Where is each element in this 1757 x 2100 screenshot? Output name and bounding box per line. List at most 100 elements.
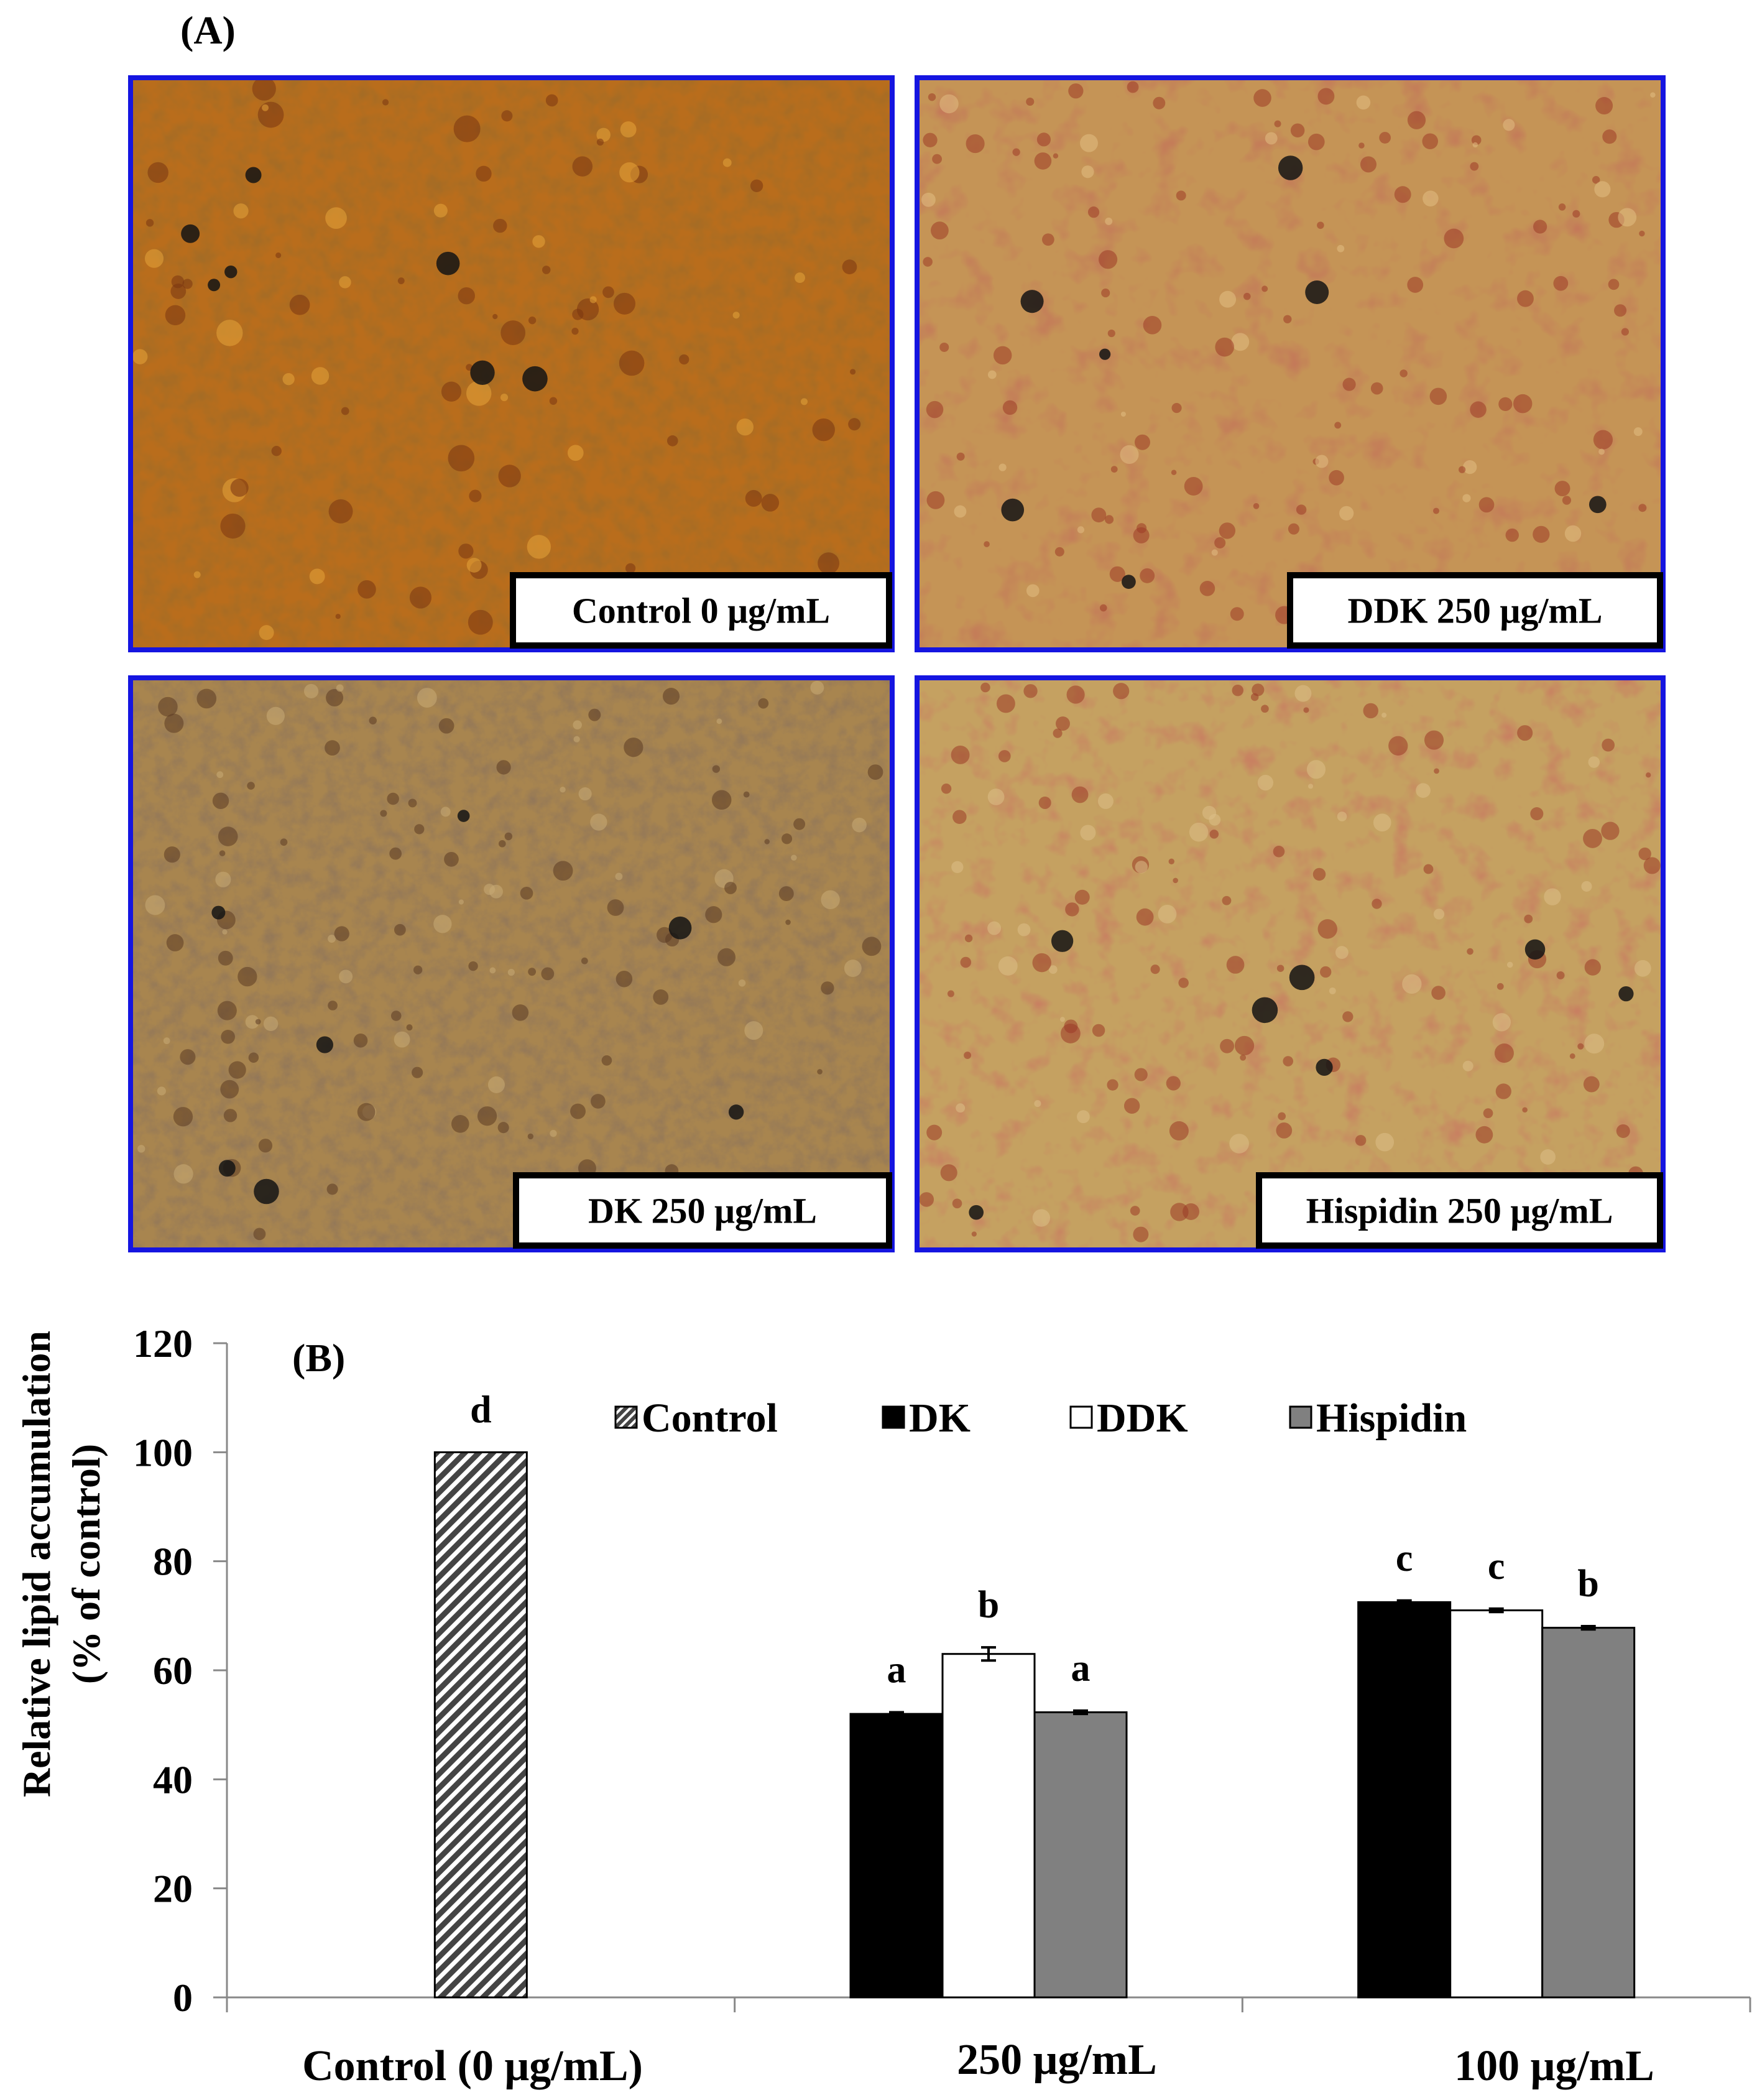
- stain-droplet: [1638, 847, 1651, 861]
- stain-droplet: [761, 494, 780, 512]
- stain-droplet: [1583, 828, 1602, 848]
- stain-droplet: [512, 1004, 529, 1021]
- dark-spot: [211, 905, 226, 920]
- stain-droplet: [1104, 515, 1114, 524]
- stain-droplet: [1214, 537, 1226, 548]
- stain-droplet: [341, 407, 349, 415]
- stain-droplet: [528, 317, 537, 325]
- stain-droplet: [614, 292, 636, 315]
- stain-droplet: [222, 929, 228, 935]
- stain-droplet: [810, 680, 824, 695]
- stain-droplet: [408, 798, 417, 808]
- stain-droplet: [441, 381, 462, 402]
- stain-droplet: [499, 840, 506, 848]
- stain-droplet: [998, 956, 1018, 976]
- stain-droplet: [1276, 1122, 1293, 1139]
- legend-label: Hispidin: [1316, 1395, 1467, 1441]
- stain-droplet: [549, 397, 558, 405]
- stain-droplet: [1113, 683, 1130, 700]
- stain-droplet: [1092, 1024, 1105, 1037]
- stain-droplet: [1581, 881, 1592, 892]
- stain-droplet: [1650, 92, 1656, 98]
- stain-droplet: [532, 235, 545, 248]
- stain-droplet: [433, 203, 448, 218]
- y-axis: 0 20 40 60 80 100 120: [133, 1321, 228, 2020]
- stain-droplet: [394, 923, 406, 936]
- stain-droplet: [433, 915, 452, 933]
- stain-droplet: [196, 688, 217, 709]
- stain-droplet: [573, 720, 582, 729]
- stain-droplet: [923, 132, 938, 147]
- stain-droplet: [1303, 707, 1309, 713]
- stain-droplet: [812, 418, 835, 442]
- stain-droplet: [173, 1107, 193, 1127]
- stain-droplet: [1608, 279, 1620, 290]
- stain-droplet: [1592, 176, 1600, 184]
- stain-droplet: [821, 890, 840, 909]
- micrograph-frame: [915, 675, 1666, 1252]
- dark-spot: [1122, 575, 1136, 590]
- bar-control: [433, 1451, 528, 1999]
- dark-spot: [218, 1160, 236, 1177]
- stain-droplet: [487, 1076, 505, 1093]
- stain-droplet: [1169, 1121, 1189, 1141]
- stain-droplet: [1017, 923, 1031, 937]
- stain-droplet: [1184, 477, 1203, 496]
- micrograph-2: DDK 250 μg/mL: [915, 75, 1666, 652]
- stain-droplet: [928, 93, 936, 101]
- stain-droplet: [1002, 400, 1018, 415]
- stain-droplet: [1429, 387, 1447, 405]
- panel-a-micrographs: Control 0 μg/mL DDK 250 μg/mL DK 250 μg/mL…: [128, 75, 1666, 1252]
- stain-droplet: [848, 418, 861, 431]
- stain-droplet: [219, 850, 226, 856]
- stain-droplet: [596, 138, 604, 146]
- stain-droplet: [624, 738, 643, 757]
- stain-droplet: [220, 1080, 239, 1099]
- stain-droplet: [964, 1052, 972, 1059]
- stain-droplet: [589, 296, 597, 303]
- stain-droplet: [266, 706, 285, 725]
- stain-droplet: [1091, 507, 1107, 523]
- dark-spot: [1099, 348, 1111, 360]
- stain-droplet: [941, 784, 952, 794]
- stain-droplet: [1355, 1135, 1367, 1146]
- stain-droplet: [578, 787, 592, 801]
- dark-spot: [245, 167, 262, 183]
- stain-droplet: [1444, 228, 1464, 249]
- stain-droplet: [328, 499, 353, 524]
- stain-droplet: [1053, 728, 1063, 738]
- stain-droplet: [1379, 132, 1391, 144]
- stain-droplet: [1296, 504, 1307, 515]
- stain-droplet: [1594, 181, 1611, 198]
- stain-droplet: [1556, 971, 1565, 979]
- stain-droplet: [145, 219, 154, 227]
- stain-droplet: [280, 838, 288, 846]
- stain-droplet: [1178, 978, 1189, 988]
- stain-droplet: [1274, 120, 1281, 127]
- stain-droplet: [666, 435, 678, 446]
- stain-droplet: [1253, 89, 1271, 107]
- stain-droplet: [1240, 1054, 1247, 1061]
- stain-droplet: [1038, 796, 1051, 809]
- micrograph-caption: DDK 250 μg/mL: [1348, 591, 1603, 631]
- stain-droplet: [1339, 506, 1354, 520]
- stain-droplet: [1593, 430, 1613, 450]
- stain-droplet: [980, 682, 990, 693]
- stain-droplet: [1171, 469, 1177, 476]
- stain-droplet: [590, 813, 607, 831]
- stain-droplet: [1467, 948, 1473, 955]
- stain-droplet: [1388, 736, 1408, 756]
- stain-droplet: [325, 740, 340, 756]
- stain-droplet: [412, 1066, 423, 1078]
- legend-swatch: [882, 1405, 905, 1429]
- stain-droplet: [357, 580, 376, 599]
- y-tick-label: 120: [133, 1321, 193, 1366]
- stain-droplet: [440, 807, 451, 817]
- micrograph-1: Control 0 μg/mL: [128, 75, 895, 652]
- stain-droplet: [245, 1015, 259, 1029]
- stain-droplet: [1618, 208, 1637, 227]
- stain-droplet: [1231, 333, 1250, 351]
- x-category-label: 250 μg/mL: [957, 2036, 1157, 2084]
- stain-droplet: [453, 115, 481, 142]
- stain-droplet: [132, 349, 148, 364]
